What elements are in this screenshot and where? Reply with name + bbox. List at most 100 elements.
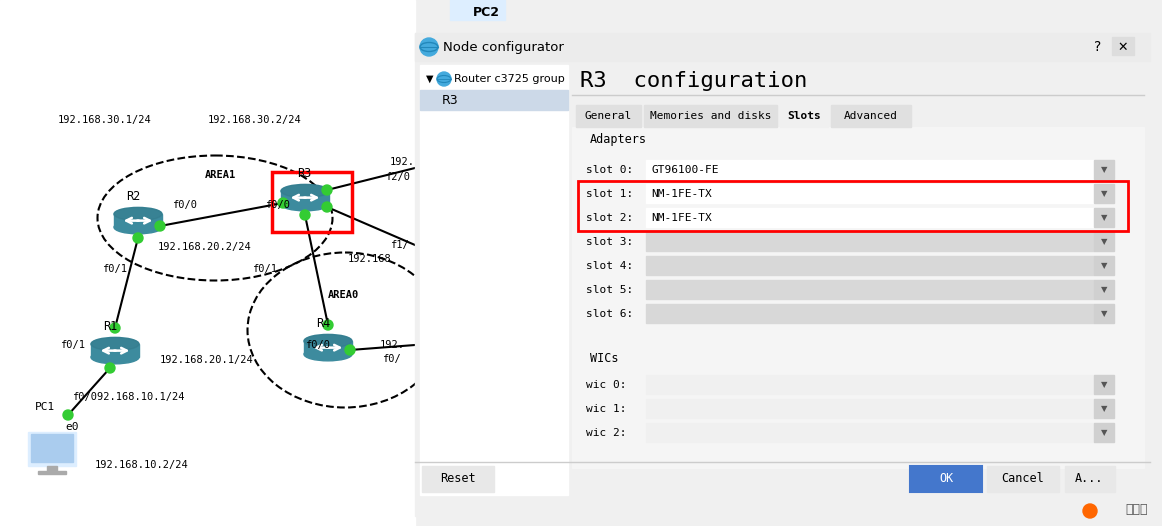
Text: ▼: ▼ [1100, 404, 1107, 413]
Bar [415, 33, 1150, 516]
Bar [114, 214, 162, 227]
Circle shape [132, 233, 143, 243]
Text: Reset: Reset [440, 472, 475, 485]
Text: slot 4:: slot 4: [586, 261, 633, 271]
Bar [831, 105, 911, 127]
Text: R3: R3 [442, 95, 459, 107]
Bar [1093, 208, 1114, 227]
Circle shape [105, 363, 115, 373]
Text: ▼: ▼ [426, 74, 433, 84]
Circle shape [419, 38, 438, 56]
Text: Slots: Slots [787, 111, 820, 121]
Bar [1093, 184, 1114, 203]
Circle shape [345, 345, 356, 355]
Ellipse shape [304, 335, 352, 348]
Text: slot 3:: slot 3: [586, 237, 633, 247]
Ellipse shape [114, 207, 162, 220]
Text: ▼: ▼ [1100, 189, 1107, 198]
Circle shape [437, 72, 451, 86]
Text: Memories and disks: Memories and disks [650, 111, 772, 121]
Text: NM-1FE-TX: NM-1FE-TX [651, 189, 712, 199]
Bar [31, 434, 73, 462]
Text: f0/092.168.10.1/24: f0/092.168.10.1/24 [72, 392, 185, 402]
Text: WICs: WICs [590, 351, 618, 365]
Text: 192.168.10.2/24: 192.168.10.2/24 [95, 460, 188, 470]
Text: 192.168.20.2/24: 192.168.20.2/24 [158, 242, 252, 252]
Bar [281, 191, 329, 204]
Text: slot 6:: slot 6: [586, 309, 633, 319]
Bar [646, 160, 1093, 179]
Text: NM-1FE-TX: NM-1FE-TX [651, 213, 712, 223]
Ellipse shape [281, 185, 329, 198]
Text: R3是ABR又是
ASBR所以它需要
加两块单板: R3是ABR又是 ASBR所以它需要 加两块单板 [438, 240, 550, 312]
Bar [1093, 232, 1114, 251]
Text: ▼: ▼ [1100, 286, 1107, 295]
Text: 192.: 192. [390, 157, 415, 167]
Text: ✕: ✕ [1118, 41, 1128, 54]
Text: f0/1: f0/1 [60, 340, 85, 350]
Text: f0/0: f0/0 [304, 340, 330, 350]
Text: f0/: f0/ [382, 354, 401, 364]
Text: slot 1:: slot 1: [586, 189, 633, 199]
Ellipse shape [114, 220, 162, 234]
Text: wic 0:: wic 0: [586, 380, 626, 390]
Text: Adapters: Adapters [590, 134, 647, 147]
Bar [46, 466, 57, 471]
Ellipse shape [281, 198, 329, 211]
Bar [576, 130, 1136, 342]
Text: ▼: ▼ [1100, 166, 1107, 175]
Ellipse shape [91, 351, 139, 364]
Circle shape [155, 221, 165, 231]
Text: R2: R2 [125, 190, 141, 203]
Text: PC1: PC1 [35, 402, 56, 412]
Bar [1093, 280, 1114, 299]
Text: f0/1: f0/1 [102, 264, 127, 274]
Circle shape [300, 210, 310, 220]
Ellipse shape [281, 185, 329, 198]
Bar [987, 466, 1059, 492]
Text: f1/: f1/ [390, 240, 409, 250]
Text: R4: R4 [316, 317, 330, 330]
Text: R1: R1 [103, 320, 117, 333]
Text: Router c3725 group: Router c3725 group [454, 74, 565, 84]
Bar [38, 471, 66, 474]
Bar [646, 256, 1093, 275]
Text: ▼: ▼ [1100, 214, 1107, 222]
Text: f2/0: f2/0 [385, 172, 410, 182]
Bar [646, 208, 1093, 227]
Bar [646, 232, 1093, 251]
Text: General: General [584, 111, 632, 121]
Ellipse shape [304, 335, 352, 348]
Text: ▼: ▼ [1100, 238, 1107, 247]
Bar [1093, 160, 1114, 179]
Text: PC2: PC2 [473, 6, 500, 19]
Bar [1093, 256, 1114, 275]
Text: 192.168.20.1/24: 192.168.20.1/24 [160, 355, 253, 365]
Bar [272, 172, 352, 232]
Bar [780, 105, 829, 127]
Bar [1112, 37, 1134, 55]
Text: slot 2:: slot 2: [586, 213, 633, 223]
Circle shape [278, 198, 288, 208]
Bar [578, 181, 1128, 231]
Text: slot 5:: slot 5: [586, 285, 633, 295]
Text: e0: e0 [65, 422, 79, 432]
Bar [646, 184, 1093, 203]
Bar [644, 105, 777, 127]
Bar [91, 344, 139, 357]
Text: ▼: ▼ [1100, 309, 1107, 319]
Bar [1093, 304, 1114, 323]
Text: f0/1: f0/1 [252, 264, 277, 274]
Circle shape [1083, 504, 1097, 518]
Text: 192.168: 192.168 [347, 254, 392, 264]
Text: ▼: ▼ [1100, 380, 1107, 389]
Bar [646, 304, 1093, 323]
Text: wic 1:: wic 1: [586, 404, 626, 414]
Text: 亿速云: 亿速云 [1126, 503, 1148, 516]
Text: Cancel: Cancel [1002, 472, 1045, 485]
Bar [422, 466, 494, 492]
Bar [646, 375, 1093, 394]
Bar [419, 90, 568, 110]
Bar [1066, 466, 1116, 492]
Text: Advanced: Advanced [844, 111, 898, 121]
